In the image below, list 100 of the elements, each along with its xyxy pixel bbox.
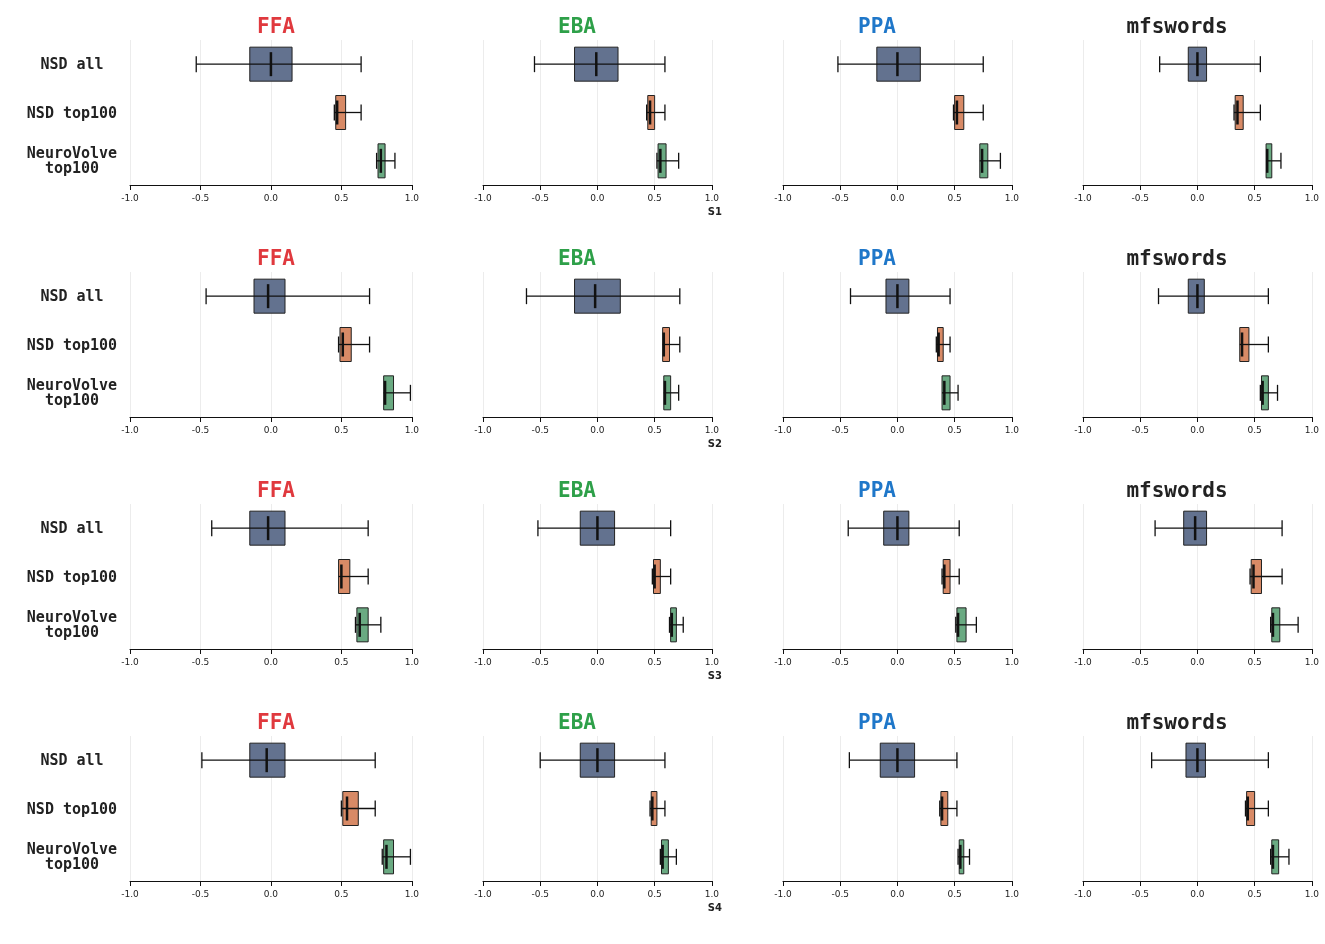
- y-tick-label: NeuroVolve top100: [26, 840, 118, 874]
- x-tick-label: 0.5: [647, 192, 662, 203]
- chart-title: mfswords: [1126, 709, 1228, 734]
- x-tick-label: 1.0: [1004, 888, 1020, 899]
- y-tick-label: NSD all: [40, 519, 104, 538]
- x-tick-label: -0.5: [1131, 656, 1149, 667]
- x-tick-label: -1.0: [121, 424, 140, 435]
- x-tick-label: 0.0: [590, 192, 605, 203]
- x-tick-label: -0.5: [531, 424, 549, 435]
- chart-title: EBA: [558, 13, 597, 38]
- chart-title: EBA: [558, 709, 597, 734]
- chart-title: FFA: [257, 245, 296, 270]
- chart-title: FFA: [257, 13, 296, 38]
- y-tick-label: NeuroVolve top100: [26, 376, 118, 410]
- x-tick-label: 1.0: [1004, 656, 1020, 667]
- x-tick-label: 1.0: [404, 424, 420, 435]
- x-tick-label: 1.0: [704, 192, 720, 203]
- x-tick-label: -1.0: [474, 656, 493, 667]
- x-tick-label: 0.0: [1190, 656, 1205, 667]
- x-tick-label: -1.0: [1074, 888, 1093, 899]
- y-tick-label: NSD all: [40, 287, 104, 306]
- x-tick-label: 0.5: [334, 192, 349, 203]
- x-tick-label: 1.0: [704, 656, 720, 667]
- x-tick-label: -1.0: [474, 888, 493, 899]
- x-tick-label: -0.5: [531, 192, 549, 203]
- x-tick-label: -0.5: [191, 192, 210, 203]
- x-axis-title: S1: [707, 205, 723, 217]
- x-tick-label: 1.0: [1304, 656, 1320, 667]
- y-tick-label: NSD all: [40, 751, 104, 770]
- x-tick-label: 0.0: [890, 888, 905, 899]
- chart-title: PPA: [858, 477, 897, 502]
- x-tick-label: 1.0: [1004, 192, 1020, 203]
- x-tick-label: 1.0: [1304, 192, 1320, 203]
- x-tick-label: -0.5: [1131, 888, 1149, 899]
- x-tick-label: 0.5: [334, 656, 349, 667]
- chart-title: mfswords: [1126, 13, 1228, 38]
- chart-title: PPA: [858, 709, 897, 734]
- x-tick-label: 0.0: [263, 424, 279, 435]
- y-tick-label: NSD all: [40, 55, 104, 74]
- x-tick-label: 0.0: [1190, 424, 1205, 435]
- x-tick-label: 0.0: [263, 192, 279, 203]
- x-tick-label: -0.5: [831, 888, 849, 899]
- x-tick-label: -1.0: [474, 192, 493, 203]
- x-tick-label: 0.5: [647, 424, 662, 435]
- x-tick-label: 1.0: [404, 888, 420, 899]
- x-tick-label: 0.0: [263, 888, 279, 899]
- x-tick-label: 0.0: [890, 424, 905, 435]
- x-tick-label: -1.0: [121, 656, 140, 667]
- x-tick-label: -0.5: [1131, 424, 1149, 435]
- x-tick-label: 0.0: [590, 424, 605, 435]
- y-tick-label: NSD top100: [26, 335, 118, 354]
- x-tick-label: -0.5: [191, 888, 210, 899]
- x-tick-label: 1.0: [404, 656, 420, 667]
- x-tick-label: -0.5: [831, 192, 849, 203]
- x-tick-label: 1.0: [1004, 424, 1020, 435]
- x-axis-title: S2: [707, 437, 723, 449]
- x-tick-label: -1.0: [774, 424, 793, 435]
- x-tick-label: 1.0: [704, 888, 720, 899]
- x-tick-label: 0.5: [1247, 424, 1262, 435]
- x-tick-label: 0.5: [947, 424, 962, 435]
- x-tick-label: 0.5: [947, 656, 962, 667]
- chart-title: FFA: [257, 709, 296, 734]
- x-tick-label: 0.0: [590, 656, 605, 667]
- x-axis-title: S3: [707, 669, 723, 681]
- x-tick-label: -1.0: [774, 656, 793, 667]
- x-tick-label: -1.0: [1074, 192, 1093, 203]
- x-tick-label: -0.5: [831, 424, 849, 435]
- x-tick-label: 1.0: [1304, 424, 1320, 435]
- x-tick-label: 0.0: [263, 656, 279, 667]
- chart-title: PPA: [858, 13, 897, 38]
- x-tick-label: -0.5: [191, 656, 210, 667]
- x-tick-label: 0.5: [334, 424, 349, 435]
- chart-title: FFA: [257, 477, 296, 502]
- x-axis-title: S4: [707, 901, 723, 913]
- x-tick-label: 0.0: [1190, 192, 1205, 203]
- x-tick-label: 0.5: [647, 656, 662, 667]
- x-tick-label: 0.0: [890, 192, 905, 203]
- x-tick-label: 1.0: [1304, 888, 1320, 899]
- x-tick-label: 0.0: [590, 888, 605, 899]
- chart-title: EBA: [558, 477, 597, 502]
- x-tick-label: 0.0: [890, 656, 905, 667]
- x-tick-label: 0.5: [334, 888, 349, 899]
- x-tick-label: 1.0: [404, 192, 420, 203]
- x-tick-label: -0.5: [531, 656, 549, 667]
- x-tick-label: -1.0: [474, 424, 493, 435]
- y-tick-label: NeuroVolve top100: [26, 144, 118, 178]
- x-tick-label: 0.5: [947, 888, 962, 899]
- chart-title: EBA: [558, 245, 597, 270]
- x-tick-label: 1.0: [704, 424, 720, 435]
- x-tick-label: 0.5: [947, 192, 962, 203]
- x-tick-label: -0.5: [1131, 192, 1149, 203]
- x-tick-label: 0.5: [1247, 888, 1262, 899]
- x-tick-label: -0.5: [531, 888, 549, 899]
- x-tick-label: -1.0: [774, 192, 793, 203]
- chart-title: mfswords: [1126, 245, 1228, 270]
- x-tick-label: -1.0: [1074, 656, 1093, 667]
- x-tick-label: -1.0: [774, 888, 793, 899]
- y-tick-label: NeuroVolve top100: [26, 608, 118, 642]
- chart-title: PPA: [858, 245, 897, 270]
- y-tick-label: NSD top100: [26, 799, 118, 818]
